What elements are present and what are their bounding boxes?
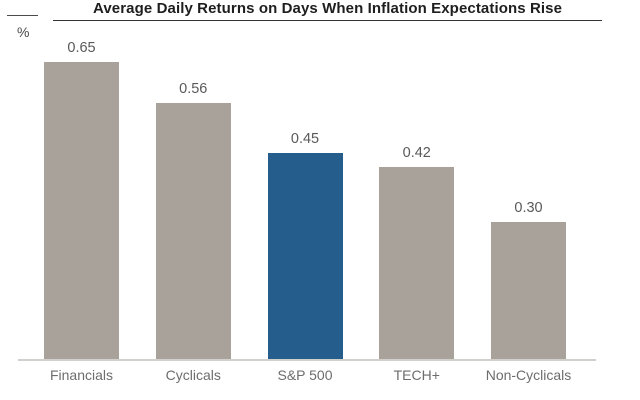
top-left-dash — [7, 15, 38, 16]
bar-financials — [44, 62, 119, 359]
category-label-non-cyclicals: Non-Cyclicals — [485, 367, 572, 383]
bar-non-cyclicals — [491, 222, 566, 359]
bar-cyclicals — [155, 103, 231, 359]
bar-s-p-500 — [267, 153, 343, 359]
chart-title: Average Daily Returns on Days When Infla… — [92, 0, 563, 17]
bar-value-label-s-p-500: 0.45 — [290, 131, 320, 147]
bar-value-label-non-cyclicals: 0.30 — [514, 200, 543, 216]
category-label-s-p-500: S&P 500 — [277, 367, 333, 383]
chart-header: Average Daily Returns on Days When Infla… — [53, 0, 602, 21]
bar-value-label-tech: 0.42 — [402, 145, 431, 161]
category-label-financials: Financials — [49, 367, 114, 383]
y-axis-unit-label: % — [17, 24, 30, 40]
category-label-cyclicals: Cyclicals — [165, 367, 221, 383]
bar-value-label-cyclicals: 0.56 — [179, 81, 208, 97]
category-label-tech: TECH+ — [393, 367, 440, 383]
bar-tech — [379, 167, 455, 359]
x-axis-line — [18, 359, 596, 361]
bar-value-label-financials: 0.65 — [67, 40, 96, 56]
